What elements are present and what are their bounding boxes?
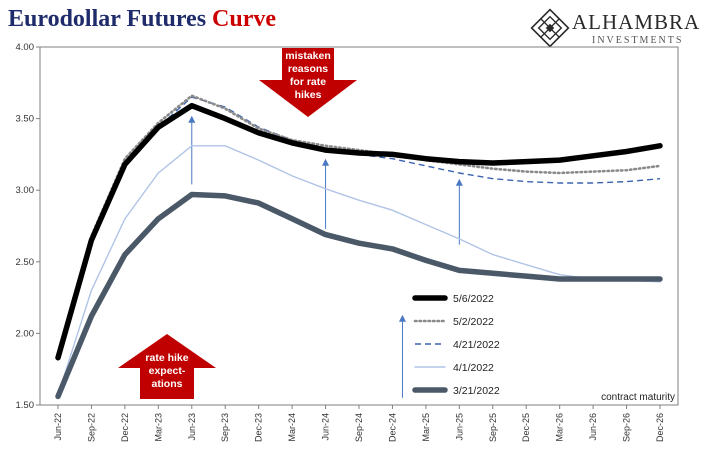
trend-arrow-head	[322, 158, 330, 166]
x-tick-label: Dec-22	[120, 413, 130, 442]
x-tick-label: Jun-24	[321, 413, 331, 441]
x-tick-label: Jun-26	[588, 413, 598, 441]
trend-arrow-head	[188, 115, 196, 123]
up-arrow-label: ations	[152, 378, 183, 390]
axis-note: contract maturity	[601, 392, 675, 403]
diamond-lattice-icon	[530, 8, 570, 48]
x-tick-label: Sep-23	[220, 413, 230, 442]
series-line-5/6/2022	[55, 102, 663, 361]
x-tick-label: Dec-25	[521, 413, 531, 442]
logo-name: ALHAMBRA	[572, 10, 701, 34]
x-tick-label: Sep-25	[488, 413, 498, 442]
up-arrow-shape	[118, 334, 216, 399]
x-tick-label: Mar-25	[421, 413, 431, 442]
series-line-4/21/2022	[57, 96, 661, 360]
brand-logo: ALHAMBRA INVESTMENTS	[530, 8, 700, 48]
x-tick-label: Mar-26	[555, 413, 565, 442]
y-tick-label: 4.00	[16, 42, 35, 53]
x-tick-label: Mar-24	[287, 413, 297, 442]
x-tick-label: Jun-23	[187, 413, 197, 441]
series-line-3/21/2022	[55, 191, 663, 400]
x-tick-label: Sep-22	[86, 413, 96, 442]
chart-title: Eurodollar Futures Curve	[8, 6, 276, 33]
y-tick-label: 2.50	[16, 257, 35, 268]
up-arrow-label: rate hike	[145, 352, 188, 364]
up-arrow-label: expect-	[149, 365, 186, 377]
down-arrow-shape	[259, 48, 357, 117]
down-arrow-label: for rate	[290, 76, 326, 88]
trend-arrow-head	[455, 178, 463, 186]
x-tick-label: Dec-23	[254, 413, 264, 442]
series-line-4/1/2022	[57, 145, 661, 396]
plot-frame	[39, 46, 679, 406]
logo-subtitle: INVESTMENTS	[592, 35, 684, 46]
y-tick-label: 2.00	[16, 328, 35, 339]
x-tick-label: Jun-25	[454, 413, 464, 441]
y-tick-label: 1.50	[16, 400, 35, 411]
down-arrow-label: hikes	[295, 89, 322, 101]
legend-label: 3/21/2022	[453, 385, 500, 397]
x-tick-label: Mar-23	[153, 413, 163, 442]
x-tick-label: Sep-26	[622, 413, 632, 442]
legend-label: 5/2/2022	[453, 316, 494, 328]
chart-title-main: Eurodollar Futures	[8, 6, 213, 32]
series-line-5/2/2022	[56, 94, 662, 358]
legend-label: 4/21/2022	[453, 339, 500, 351]
x-tick-label: Dec-24	[387, 413, 397, 442]
trend-arrow-head	[398, 314, 406, 322]
down-arrow-label: reasons	[288, 63, 328, 75]
chart-title-accent: Curve	[212, 6, 277, 32]
x-tick-label: Sep-24	[354, 413, 364, 442]
x-tick-label: Jun-22	[53, 413, 63, 441]
x-tick-label: Dec-26	[655, 413, 665, 442]
legend-label: 4/1/2022	[453, 362, 494, 374]
legend-label: 5/6/2022	[453, 293, 494, 305]
down-arrow-label: mistaken	[285, 50, 331, 62]
y-tick-label: 3.50	[16, 114, 35, 125]
y-tick-label: 3.00	[16, 185, 35, 196]
